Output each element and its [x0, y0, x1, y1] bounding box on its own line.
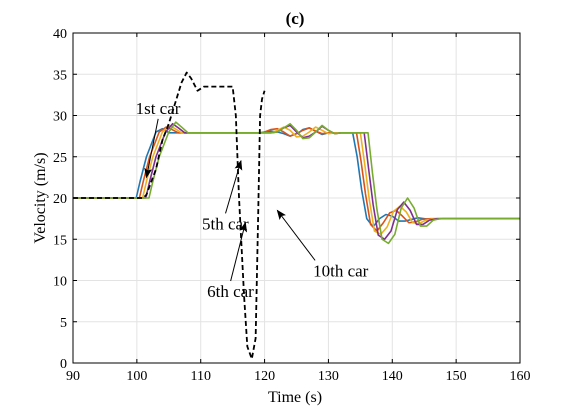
- x-tick-label: 130: [318, 369, 339, 384]
- x-tick-label: 150: [446, 369, 467, 384]
- x-tick-label: 110: [190, 369, 210, 384]
- x-tick-label: 160: [510, 369, 531, 384]
- series-line-c5: [73, 121, 520, 245]
- y-tick-label: 20: [53, 192, 67, 207]
- annotation-label: 10th car: [313, 261, 369, 280]
- annotation-arrow: [276, 209, 316, 261]
- annotation-label: 5th car: [202, 214, 249, 233]
- y-tick-label: 10: [53, 275, 67, 290]
- annotation-arrow: [230, 221, 248, 282]
- y-tick-label: 25: [53, 151, 67, 166]
- x-tick-label: 120: [254, 369, 275, 384]
- x-tick-label: 90: [66, 369, 80, 384]
- y-axis-label: Velocity (m/s): [32, 152, 49, 243]
- y-tick-label: 30: [53, 110, 67, 125]
- y-tick-label: 5: [60, 316, 67, 331]
- tick-labels: 90 100 110 120 130 140 150 160 0 5 10 15 20 25 30 35 40: [53, 27, 531, 384]
- series-layer: [73, 71, 520, 360]
- y-tick-label: 0: [60, 357, 67, 372]
- x-axis-label: Time (s): [268, 389, 322, 406]
- series-line-leader: [73, 71, 266, 360]
- ticks: [72, 32, 521, 364]
- annotations: 1st car 5th car 6th car 10th car: [136, 99, 369, 301]
- annotation-label: 6th car: [207, 282, 254, 301]
- annotation-arrow: [144, 118, 159, 179]
- x-tick-label: 140: [382, 369, 403, 384]
- annotation-label: 1st car: [136, 99, 181, 118]
- x-tick-label: 100: [126, 369, 147, 384]
- y-tick-label: 40: [53, 27, 67, 42]
- annotation-arrow: [225, 159, 243, 214]
- series-line-c1: [73, 127, 520, 228]
- y-tick-label: 35: [53, 68, 67, 83]
- chart-title: (c): [286, 9, 305, 28]
- y-tick-label: 15: [53, 233, 67, 248]
